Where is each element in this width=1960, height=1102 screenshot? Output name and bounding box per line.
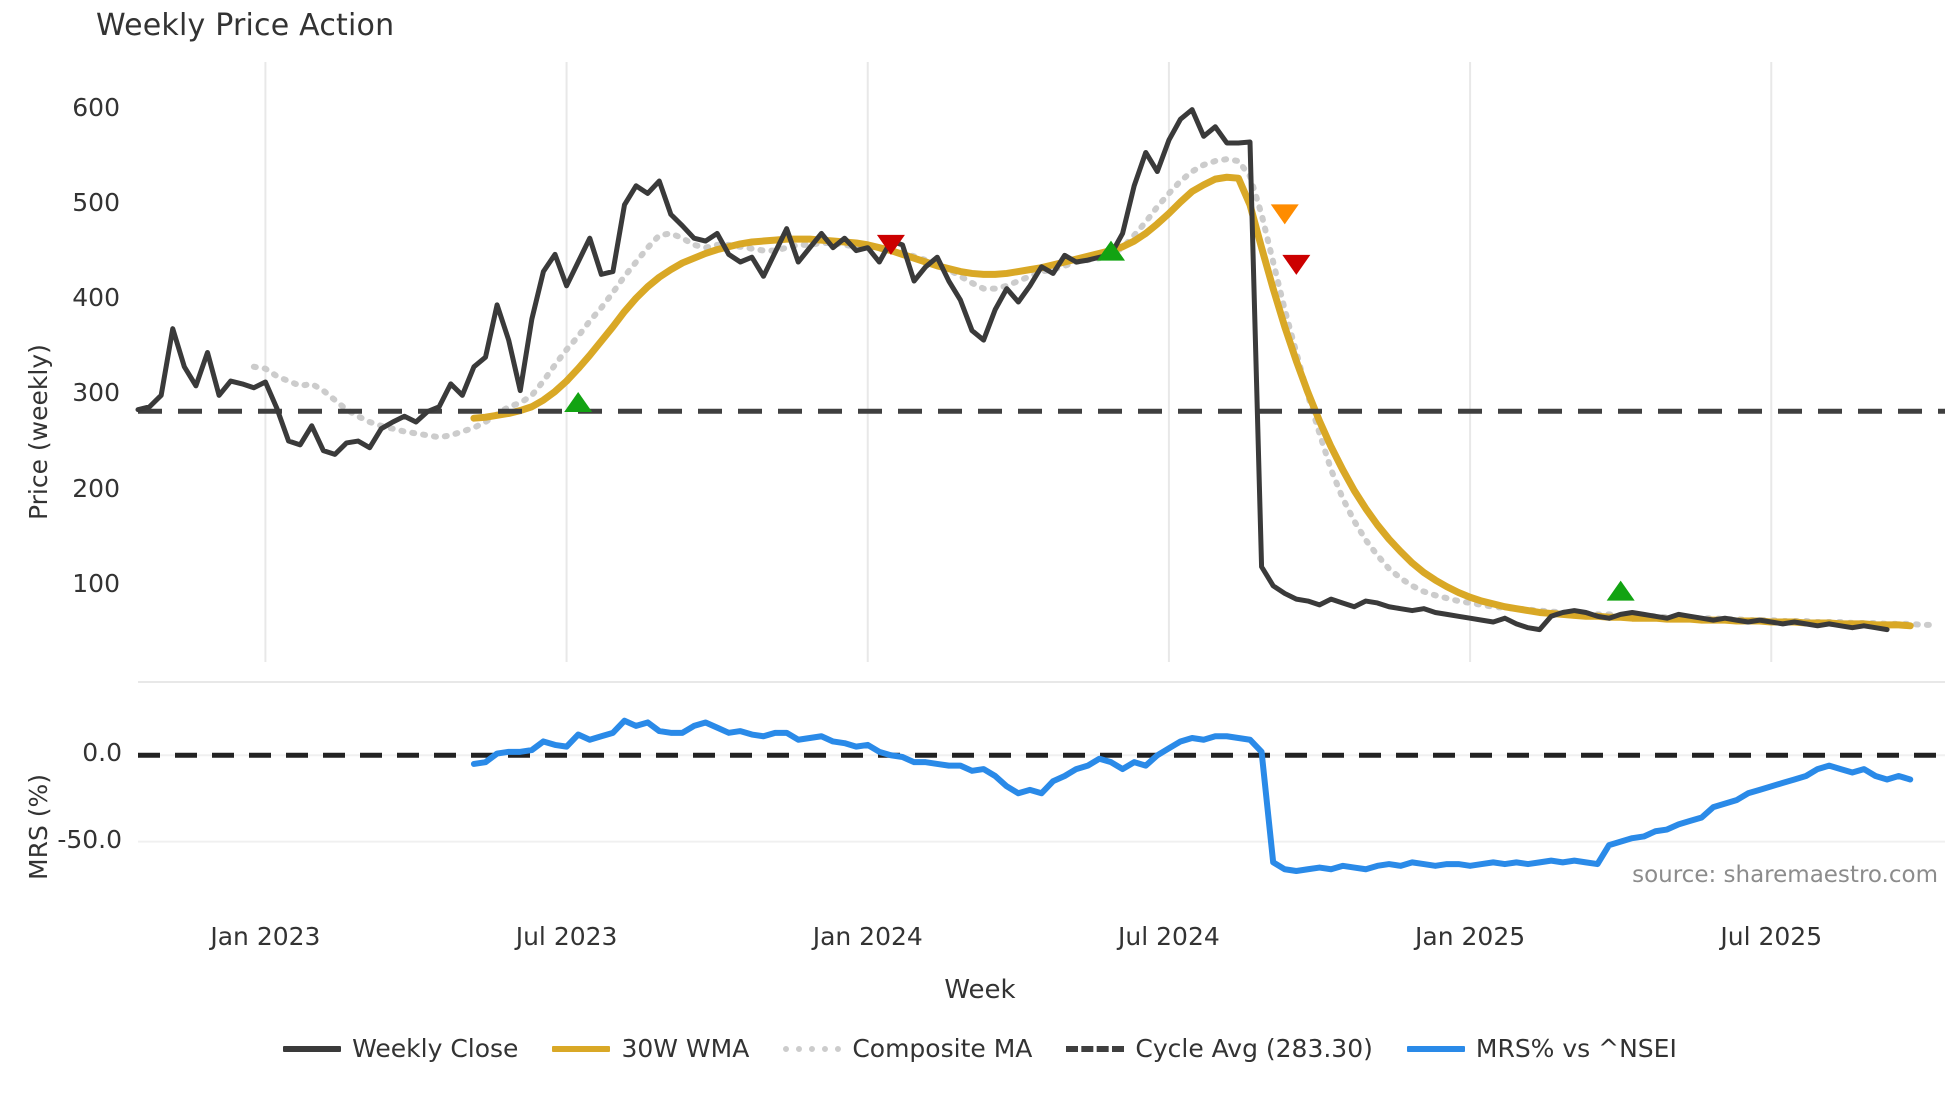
buy-signal-marker-2 xyxy=(1097,240,1125,261)
chart-title: Weekly Price Action xyxy=(96,8,395,43)
legend-label-0: Weekly Close xyxy=(352,1034,519,1063)
sell-signal-marker-4 xyxy=(1282,254,1311,275)
legend-item-1[interactable]: 30W WMA xyxy=(552,1034,749,1063)
series-weekly-close xyxy=(135,107,1890,633)
series-composite-ma xyxy=(250,156,1937,628)
legend-swatch-2 xyxy=(783,1045,842,1052)
legend-swatch-4 xyxy=(1406,1045,1465,1052)
legend-item-3[interactable]: Cycle Avg (283.30) xyxy=(1066,1034,1373,1063)
legend-label-4: MRS% vs ^NSEI xyxy=(1475,1034,1677,1063)
x-tick-0: Jan 2023 xyxy=(210,922,321,951)
series-30w-wma xyxy=(470,173,1914,630)
sell-signal-marker-1 xyxy=(876,234,905,255)
legend-swatch-3 xyxy=(1066,1045,1125,1052)
legend-item-2[interactable]: Composite MA xyxy=(783,1034,1032,1063)
x-tick-4: Jan 2025 xyxy=(1415,922,1526,951)
price-ytick-1: 500 xyxy=(72,187,120,217)
price-ytick-4: 200 xyxy=(72,473,120,503)
legend-swatch-1 xyxy=(552,1045,611,1052)
mrs-ytick-1: -50.0 xyxy=(57,824,122,854)
legend-label-1: 30W WMA xyxy=(621,1034,750,1063)
series-mrs xyxy=(470,717,1914,874)
mrs-ytick-0: 0.0 xyxy=(82,738,122,768)
warn-signal-marker-3 xyxy=(1270,204,1299,225)
legend-item-0[interactable]: Weekly Close xyxy=(283,1034,518,1063)
legend-swatch-0 xyxy=(283,1045,342,1052)
buy-signal-marker-0 xyxy=(564,392,593,412)
x-tick-1: Jul 2023 xyxy=(515,922,618,951)
price-ytick-5: 100 xyxy=(72,568,120,598)
x-tick-2: Jan 2024 xyxy=(812,922,923,951)
legend-label-3: Cycle Avg (283.30) xyxy=(1135,1034,1373,1063)
legend-item-4[interactable]: MRS% vs ^NSEI xyxy=(1406,1034,1677,1063)
price-ytick-2: 400 xyxy=(72,283,120,313)
legend-label-2: Composite MA xyxy=(852,1034,1033,1063)
x-axis-label: Week xyxy=(944,975,1016,1005)
price-ytick-0: 600 xyxy=(72,92,120,122)
buy-signal-marker-5 xyxy=(1606,580,1635,601)
x-tick-5: Jul 2025 xyxy=(1720,922,1823,951)
chart-legend: Weekly Close 30W WMA Composite MA Cycle Avg… xyxy=(0,1034,1960,1063)
price-ytick-3: 300 xyxy=(72,378,120,408)
source-attribution: source: sharemaestro.com xyxy=(1632,862,1938,888)
x-tick-3: Jul 2024 xyxy=(1118,922,1220,951)
